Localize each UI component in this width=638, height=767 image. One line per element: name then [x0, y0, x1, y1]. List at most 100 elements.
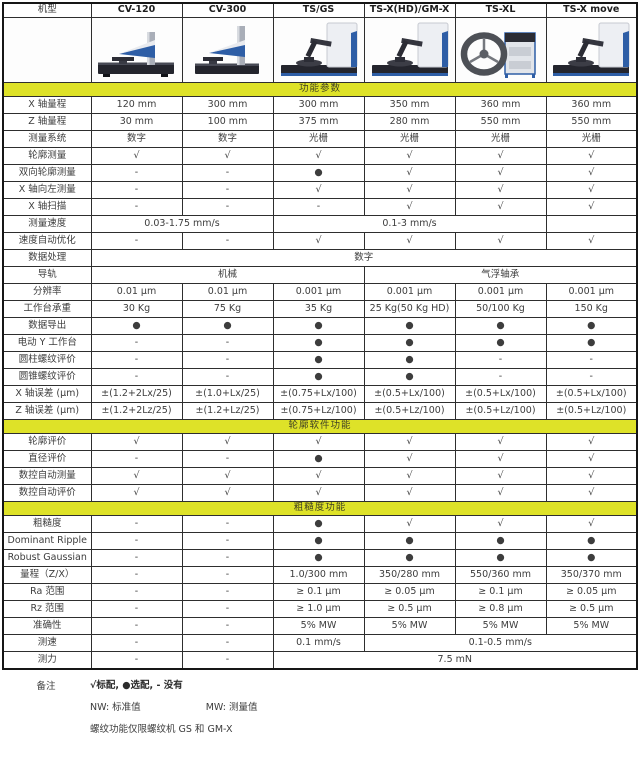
spec-value: -: [181, 232, 274, 250]
spec-value: √: [272, 467, 365, 485]
spec-value: -: [181, 532, 274, 550]
spec-value: ●: [454, 549, 547, 567]
spec-value: -: [90, 634, 183, 652]
spec-value: -: [90, 351, 183, 369]
spec-value: -: [454, 368, 547, 386]
row-label: 轮廓评价: [2, 433, 92, 451]
spec-value: √: [545, 198, 638, 216]
row-label: X 轴扫描: [2, 198, 92, 216]
spec-value: -: [90, 515, 183, 533]
spec-value: 300 mm: [181, 96, 274, 114]
machine-photo-icon: [460, 32, 536, 78]
spec-value: -: [90, 368, 183, 386]
row-label: 圆柱螺纹评价: [2, 351, 92, 369]
row-label: 测力: [2, 651, 92, 670]
legend-thread-note: 螺纹功能仅限螺纹机 GS 和 GM-X: [90, 724, 233, 735]
spec-value: 550 mm: [454, 113, 547, 131]
section-band-row: 功能参数: [3, 82, 637, 97]
spec-value: -: [272, 198, 365, 216]
spec-value: ≥ 0.8 µm: [454, 600, 547, 618]
machine-image: [181, 17, 274, 83]
spec-value: -: [181, 515, 274, 533]
spec-value: √: [454, 147, 547, 165]
spec-value: -: [545, 368, 638, 386]
machine-image-row: [2, 17, 638, 83]
spec-value: √: [545, 181, 638, 199]
spec-row: X 轴量程 120 mm 300 mm 300 mm 350 mm 360 mm 360 m…: [2, 96, 638, 114]
section-band-row: 粗糙度功能: [3, 501, 637, 516]
spec-value: ●: [90, 317, 183, 335]
machine-image: [454, 17, 547, 83]
spec-row: 准确性 - -5% MW 5% MW 5% MW 5% MW: [2, 617, 638, 635]
legend-nw: NW: 标准值: [90, 702, 141, 713]
spec-value: -: [90, 532, 183, 550]
spec-row: 双向轮廓测量 - - ● √ √ √: [2, 164, 638, 182]
spec-value: √: [454, 181, 547, 199]
spec-value: -: [90, 450, 183, 468]
spec-value: 360 mm: [545, 96, 638, 114]
machine-photo-icon: [194, 26, 259, 74]
row-label: 速度自动优化: [2, 232, 92, 250]
spec-sheet: 机型 CV-120 CV-300 TS/GS TS-X(HD)/GM-X TS-XL TS-…: [2, 2, 638, 743]
row-label: 数据处理: [2, 249, 92, 267]
spec-value: 50/100 Kg: [454, 300, 547, 318]
row-label: Rz 范围: [2, 600, 92, 618]
spec-value: √: [363, 198, 456, 216]
spec-value: -: [90, 549, 183, 567]
spec-value: 5% MW: [454, 617, 547, 635]
row-label: X 轴误差 (µm): [2, 385, 92, 403]
spec-value: √: [454, 164, 547, 182]
spec-value: 数字: [90, 130, 183, 148]
row-label: 准确性: [2, 617, 92, 635]
spec-value: -: [90, 617, 183, 635]
spec-value: [545, 215, 638, 233]
spec-value: 1.0/300 mm: [272, 566, 365, 584]
spec-value: -: [181, 351, 274, 369]
spec-value: √: [363, 450, 456, 468]
spec-value: 150 Kg: [545, 300, 638, 318]
spec-value: -: [90, 583, 183, 601]
row-label: 量程（Z/X）: [2, 566, 92, 584]
spec-row: Robust Gaussian - - ● ● ● ●: [2, 549, 638, 567]
spec-value: ±(0.5+Lz/100): [454, 402, 547, 420]
spec-value: ●: [363, 317, 456, 335]
row-label: Z 轴量程: [2, 113, 92, 131]
spec-value: -: [181, 334, 274, 352]
spec-value: √: [454, 484, 547, 502]
spec-value: 0.001 µm: [363, 283, 456, 301]
spec-value: ≥ 0.1 µm: [454, 583, 547, 601]
machine-photo-icon: [280, 22, 357, 76]
spec-value: ±(0.5+Lz/100): [363, 402, 456, 420]
spec-value: 0.1-3 mm/s: [272, 215, 547, 233]
spec-value: ±(1.2+2Lx/25): [90, 385, 183, 403]
spec-value: ±(1.0+Lx/25): [181, 385, 274, 403]
spec-value: -: [90, 600, 183, 618]
spec-value: ●: [272, 368, 365, 386]
spec-value: 气浮轴承: [363, 266, 638, 284]
spec-value: 0.001 µm: [545, 283, 638, 301]
spec-value: ≥ 0.5 µm: [363, 600, 456, 618]
spec-table: 机型 CV-120 CV-300 TS/GS TS-X(HD)/GM-X TS-XL TS-…: [2, 2, 638, 670]
spec-value: 光栅: [363, 130, 456, 148]
spec-value: 光栅: [272, 130, 365, 148]
spec-row: 测量速度 0.03-1.75 mm/s 0.1-3 mm/s: [2, 215, 638, 233]
spec-value: √: [181, 484, 274, 502]
row-label: 测速: [2, 634, 92, 652]
spec-value: ●: [363, 549, 456, 567]
section-band: 功能参数: [3, 82, 637, 97]
row-label: 测量速度: [2, 215, 92, 233]
spec-value: √: [454, 232, 547, 250]
spec-value: 0.001 µm: [454, 283, 547, 301]
spec-row: X 轴扫描 - - - √ √ √: [2, 198, 638, 216]
spec-row: Z 轴误差 (µm) ±(1.2+2Lz/25) ±(1.2+Lz/25) ±(0.7…: [2, 402, 638, 420]
spec-value: ●: [272, 549, 365, 567]
spec-value: 120 mm: [90, 96, 183, 114]
spec-row: 速度自动优化 - - √ √ √ √: [2, 232, 638, 250]
spec-row: 量程（Z/X） - -1.0/300 mm 350/280 mm 550/360 mm 3…: [2, 566, 638, 584]
spec-value: √: [90, 433, 183, 451]
machine-photo-icon: [97, 32, 174, 77]
spec-value: -: [181, 634, 274, 652]
spec-row: Z 轴量程 30 mm 100 mm 375 mm 280 mm 550 mm 550 mm: [2, 113, 638, 131]
row-label: 直径评价: [2, 450, 92, 468]
spec-value: ●: [454, 317, 547, 335]
